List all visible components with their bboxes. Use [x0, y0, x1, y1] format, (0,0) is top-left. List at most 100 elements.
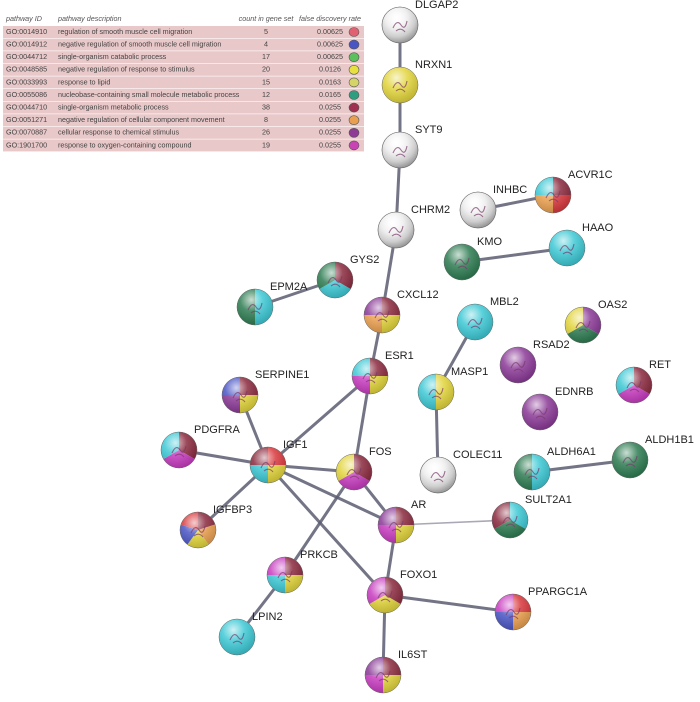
- table-row: [3, 51, 364, 64]
- node-structure: [388, 520, 404, 533]
- table-cell: response to oxygen-containing compound: [58, 140, 191, 149]
- node-label: SYT9: [415, 124, 443, 136]
- node-gloss: [364, 656, 402, 694]
- node: [363, 296, 401, 334]
- table-cell: cellular response to chemical stimulus: [58, 128, 179, 137]
- node-structure: [626, 380, 642, 393]
- table-row: [3, 101, 364, 114]
- node-label: PPARGC1A: [528, 586, 588, 598]
- node-gloss: [218, 618, 256, 656]
- node-gloss: [249, 446, 287, 484]
- edge: [267, 374, 371, 467]
- node-label: EPM2A: [270, 281, 308, 293]
- table-cell: GO:0014910: [6, 27, 47, 36]
- node-structure: [260, 460, 276, 473]
- node: [160, 431, 198, 469]
- table-cell: GO:0044712: [6, 52, 47, 61]
- table-row: [3, 76, 364, 89]
- node-gloss: [513, 453, 551, 491]
- node-structure: [454, 257, 470, 270]
- node: [218, 618, 256, 656]
- node-structure: [247, 302, 263, 315]
- node-gloss: [534, 176, 572, 214]
- node-gloss: [564, 306, 602, 344]
- node-label: MBL2: [490, 296, 519, 308]
- node-label: ALDH1B1: [645, 434, 694, 446]
- node-gloss: [459, 191, 497, 229]
- table-cell: GO:0055086: [6, 90, 47, 99]
- node: [266, 556, 304, 594]
- table-cell: GO:0014912: [6, 40, 47, 49]
- node-gloss: [221, 376, 259, 414]
- node-label: IL6ST: [398, 649, 428, 661]
- node: [417, 373, 455, 411]
- node-label: ALDH6A1: [547, 446, 596, 458]
- node: [249, 446, 287, 484]
- table-cell: 0.0163: [319, 77, 341, 86]
- node-structure: [375, 670, 391, 683]
- node-gloss: [377, 506, 415, 544]
- table-cell: single-organism metabolic process: [58, 103, 169, 112]
- table-row: [3, 89, 364, 101]
- node-structure: [277, 570, 293, 583]
- table-cell: response to lipid: [58, 77, 110, 86]
- node-gloss: [381, 6, 419, 44]
- table-cell: single-organism catabolic process: [58, 52, 167, 61]
- nodes: DLGAP2 NRXN1 SYT9 CHRM2 INHBC ACVR1C KMO HAAO GY…: [160, 0, 694, 694]
- node: [456, 303, 494, 341]
- node: [381, 6, 419, 44]
- table-cell: 20: [262, 65, 270, 74]
- node: [316, 261, 354, 299]
- enrichment-table: pathway ID pathway description count in ge…: [3, 14, 364, 152]
- node: [548, 229, 586, 267]
- node-gloss: [316, 261, 354, 299]
- node-label: LPIN2: [252, 611, 283, 623]
- table-cell: 0.0255: [319, 128, 341, 137]
- table-cell: 0.0255: [319, 103, 341, 112]
- node-label: CXCL12: [397, 289, 439, 301]
- edge: [267, 463, 397, 527]
- node-gloss: [499, 346, 537, 384]
- node-gloss: [266, 556, 304, 594]
- table-row: [3, 126, 364, 139]
- node: [534, 176, 572, 214]
- legend-swatch: [348, 52, 360, 63]
- table-cell: negative regulation of response to stimu…: [58, 65, 195, 74]
- node-gloss: [443, 243, 481, 281]
- node-structure: [428, 387, 444, 400]
- node-structure: [545, 190, 561, 203]
- table-cell: 5: [264, 27, 268, 36]
- node-gloss: [236, 288, 274, 326]
- table-cell: GO:1901700: [6, 140, 47, 149]
- node: [221, 376, 259, 414]
- table-header: pathway description: [57, 14, 122, 23]
- table-row: [3, 63, 364, 76]
- node-gloss: [335, 453, 373, 491]
- node-structure: [502, 515, 518, 528]
- node-label: SULT2A1: [525, 494, 572, 506]
- table-cell: negative regulation of smooth muscle cel…: [58, 40, 221, 49]
- node-label: GYS2: [350, 254, 379, 266]
- node: [381, 66, 419, 104]
- table-header: false discovery rate: [299, 14, 361, 23]
- node-gloss: [611, 441, 649, 479]
- node-gloss: [377, 211, 415, 249]
- table-cell: 0.00625: [317, 27, 343, 36]
- node-structure: [190, 525, 206, 538]
- node-label: FOS: [369, 446, 392, 458]
- node-label: ACVR1C: [568, 169, 613, 181]
- table-cell: negative regulation of cellular componen…: [58, 115, 225, 124]
- node-label: RSAD2: [533, 339, 570, 351]
- node: [521, 393, 559, 431]
- node-structure: [430, 470, 446, 483]
- node-label: CHRM2: [411, 204, 450, 216]
- node-structure: [510, 360, 526, 373]
- legend-swatch: [348, 39, 360, 50]
- node-structure: [392, 20, 408, 33]
- table-cell: 12: [262, 90, 270, 99]
- table-row: [3, 114, 364, 127]
- node-label: IGFBP3: [213, 504, 252, 516]
- node: [611, 441, 649, 479]
- legend-swatch: [348, 128, 360, 138]
